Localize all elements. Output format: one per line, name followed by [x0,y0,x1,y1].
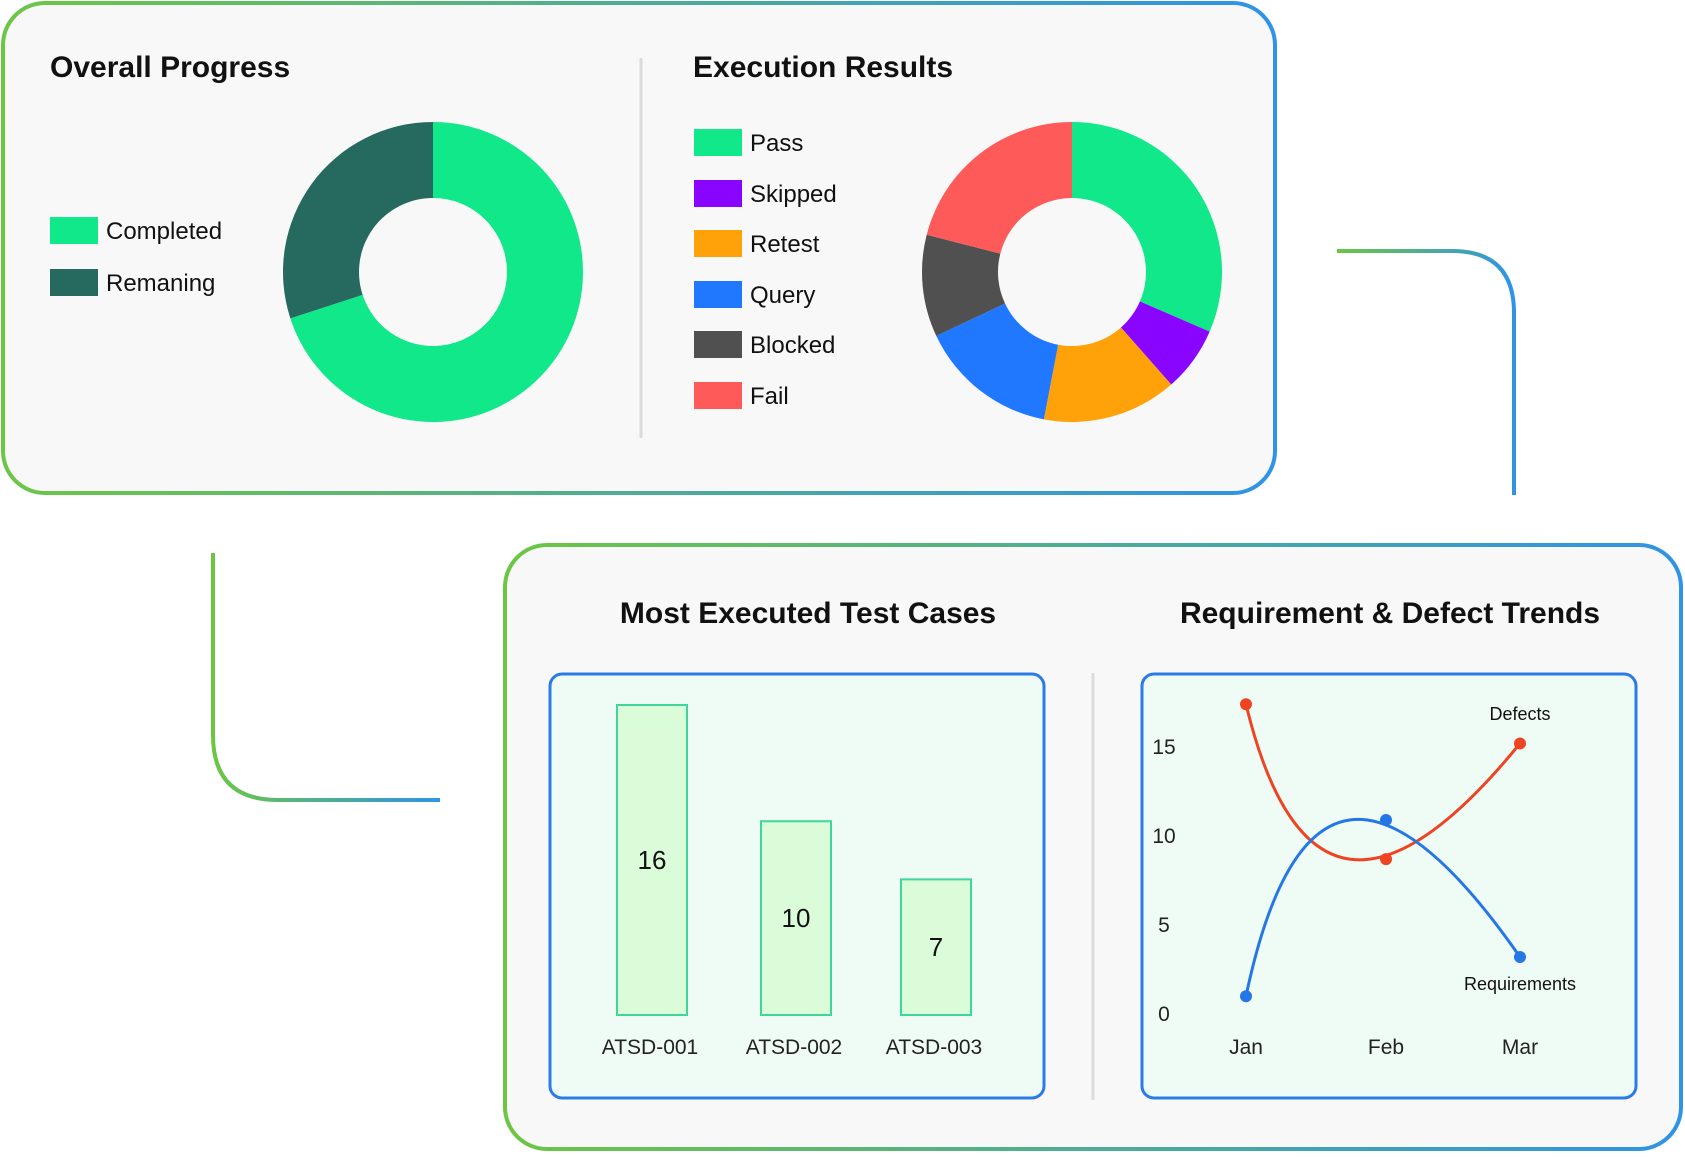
bar-value-label: 10 [782,903,811,933]
donut-slice-fail [926,121,1072,254]
y-tick-label: 15 [1152,736,1175,759]
legend-swatch-query [694,281,742,308]
point-requirements [1514,951,1526,964]
point-requirements [1240,990,1252,1003]
legend-swatch-pass [694,129,742,156]
overall-progress-donut [283,122,583,422]
legend-label-query: Query [750,282,815,309]
execution-results-donut [922,121,1222,422]
legend-label-skipped: Skipped [750,181,837,208]
legend-swatch-skipped [694,180,742,207]
donut-slice-blocked [922,234,1006,336]
legend-label-fail: Fail [750,383,789,410]
point-defects [1240,698,1252,711]
connector-line-left [211,553,440,802]
trends-title: Requirement & Defect Trends [1180,597,1600,630]
connector-line-right [1337,249,1516,495]
legend-swatch-completed [50,217,98,244]
legend-swatch-retest [694,230,742,257]
x-tick-label: ATSD-003 [886,1036,982,1059]
series-line-requirements [1244,817,1522,997]
bar-value-label: 7 [929,932,943,962]
point-defects [1514,737,1526,750]
legend-swatch-remaning [50,269,98,296]
y-tick-label: 5 [1158,914,1170,937]
donut-slice-pass [1072,122,1222,332]
legend-label-retest: Retest [750,231,820,258]
execution-results-legend: Pass Skipped Retest Query Blocked Fail [694,129,837,410]
bar-atsd-001 [616,704,688,1016]
most-executed-title: Most Executed Test Cases [620,597,996,630]
series-label-requirements: Requirements [1464,974,1576,994]
legend-label-remaning: Remaning [106,270,215,297]
overall-progress-title: Overall Progress [50,51,290,84]
legend-label-blocked: Blocked [750,332,835,359]
donut-slice-retest [1043,327,1172,422]
donut-slice-query [936,303,1059,420]
most-executed-bar-chart: 16 ATSD-001 10 ATSD-002 7 ATSD-003 [597,704,1004,1059]
x-tick-label: Jan [1229,1036,1263,1059]
legend-label-completed: Completed [106,218,222,245]
x-tick-label: ATSD-002 [746,1036,842,1059]
series-line-defects [1244,703,1522,862]
top-card: Overall Progress Completed Remaning Exec… [1,1,1277,495]
donut-slice-remaning [283,122,433,319]
bar-atsd-003 [900,878,972,1016]
y-tick-label: 10 [1152,825,1175,848]
legend-swatch-fail [694,382,742,409]
x-tick-label: Mar [1502,1036,1538,1059]
point-requirements [1380,813,1392,826]
line-chart-panel [1140,672,1638,1100]
legend-label-pass: Pass [750,130,803,157]
donut-slice-skipped [1120,301,1210,385]
legend-swatch-blocked [694,331,742,358]
y-tick-label: 0 [1158,1003,1170,1026]
bar-value-label: 16 [638,845,667,875]
point-defects [1380,853,1392,866]
overall-progress-legend: Completed Remaning [50,217,222,297]
x-tick-label: Feb [1368,1036,1404,1059]
x-tick-label: ATSD-001 [602,1036,698,1059]
series-label-defects: Defects [1489,704,1550,724]
execution-results-title: Execution Results [693,51,953,84]
bottom-card: Most Executed Test Cases Requirement & D… [503,543,1683,1151]
bar-atsd-002 [760,820,832,1016]
donut-slice-completed [290,122,583,422]
trends-line-chart: 0 5 10 15 Jan Feb Mar Defects Requirements [1152,698,1591,1059]
